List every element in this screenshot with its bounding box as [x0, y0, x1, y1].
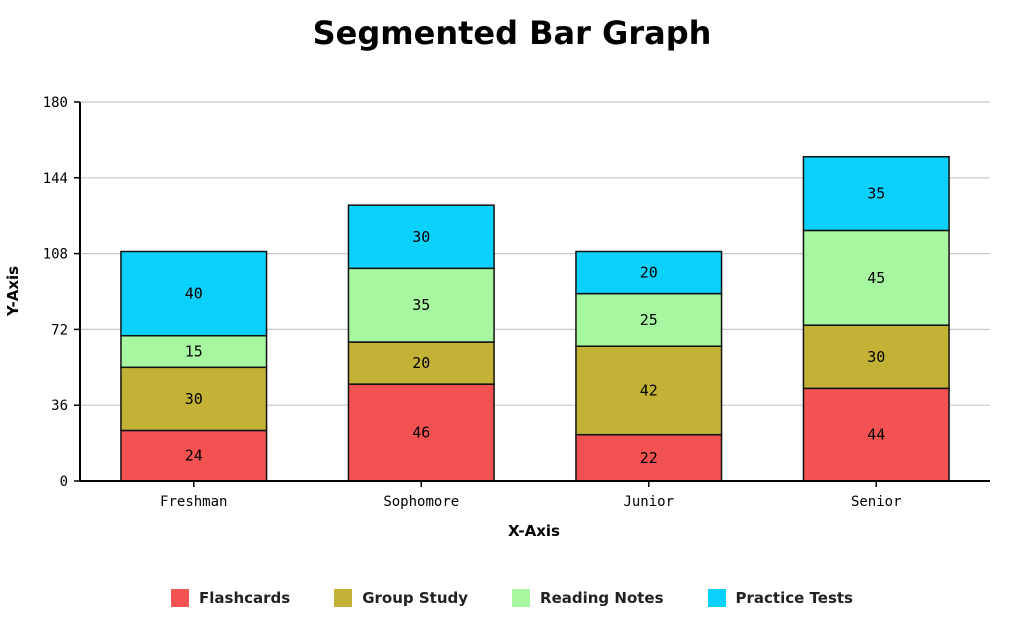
bar-segment	[575, 345, 723, 436]
data-labels: 24 30 15 40 46 20 35 30 22 42 25 20 44 30 45 35	[185, 185, 886, 467]
y-axis-title: Y-Axis	[4, 266, 22, 317]
bar-segments	[120, 155, 950, 482]
data-label: 22	[640, 449, 658, 467]
bar-segment	[120, 334, 268, 369]
y-tick-labels: 0 36 72 108 144 180	[43, 95, 80, 490]
legend-swatch	[707, 589, 726, 607]
data-label: 45	[867, 269, 885, 287]
data-label: 20	[412, 354, 430, 372]
axes	[79, 102, 990, 482]
data-label: 46	[412, 424, 430, 442]
bar-segment	[575, 292, 723, 347]
bar-segment	[575, 250, 723, 295]
bar-segment	[575, 433, 723, 482]
legend-swatch	[512, 589, 531, 607]
legend-item: Practice Tests	[707, 589, 853, 607]
data-label: 24	[185, 447, 203, 465]
legend-label: Flashcards	[199, 589, 291, 607]
bar-segment	[802, 229, 950, 326]
legend-swatch	[171, 589, 189, 607]
data-label: 35	[412, 296, 430, 314]
data-label: 30	[867, 348, 885, 366]
chart-title: Segmented Bar Graph	[312, 14, 712, 52]
x-category-label: Senior	[851, 494, 902, 510]
legend-label: Practice Tests	[735, 589, 853, 607]
x-category-label: Freshman	[160, 494, 227, 510]
data-label: 20	[640, 264, 658, 282]
bar-segment	[347, 383, 495, 482]
data-label: 42	[640, 381, 658, 399]
data-label: 44	[867, 426, 885, 444]
data-label: 30	[185, 390, 203, 408]
bar-segment	[347, 267, 495, 343]
y-tick-label: 36	[51, 398, 68, 414]
x-axis-title: X-Axis	[508, 522, 560, 540]
legend-item: Reading Notes	[512, 589, 664, 607]
y-tick-label: 180	[43, 95, 68, 111]
x-category-label: Junior	[623, 494, 674, 510]
bar-segment	[120, 250, 268, 337]
data-label: 15	[185, 343, 203, 361]
legend-item: Group Study	[334, 589, 468, 607]
y-tick-label: 144	[43, 171, 68, 187]
bar-segment	[120, 429, 268, 482]
y-tick-label: 72	[51, 322, 68, 338]
data-label: 30	[412, 228, 430, 246]
y-tick-label: 108	[43, 247, 68, 263]
x-category-labels: Freshman Sophomore Junior Senior	[160, 481, 902, 510]
legend-label: Group Study	[362, 589, 469, 607]
data-label: 40	[185, 285, 203, 303]
x-category-label: Sophomore	[383, 494, 459, 510]
bar-segment	[802, 155, 950, 232]
legend-label: Reading Notes	[540, 589, 664, 607]
bar-segment	[802, 324, 950, 390]
legend: Flashcards Group Study Reading Notes Practi…	[0, 586, 1024, 610]
bar-segment	[347, 341, 495, 385]
bar-segment	[347, 204, 495, 270]
legend-swatch	[334, 589, 353, 607]
data-label: 35	[867, 185, 885, 203]
data-label: 25	[640, 311, 658, 329]
y-tick-label: 0	[60, 474, 68, 490]
legend-item: Flashcards	[171, 589, 290, 607]
bar-segment	[120, 366, 268, 432]
